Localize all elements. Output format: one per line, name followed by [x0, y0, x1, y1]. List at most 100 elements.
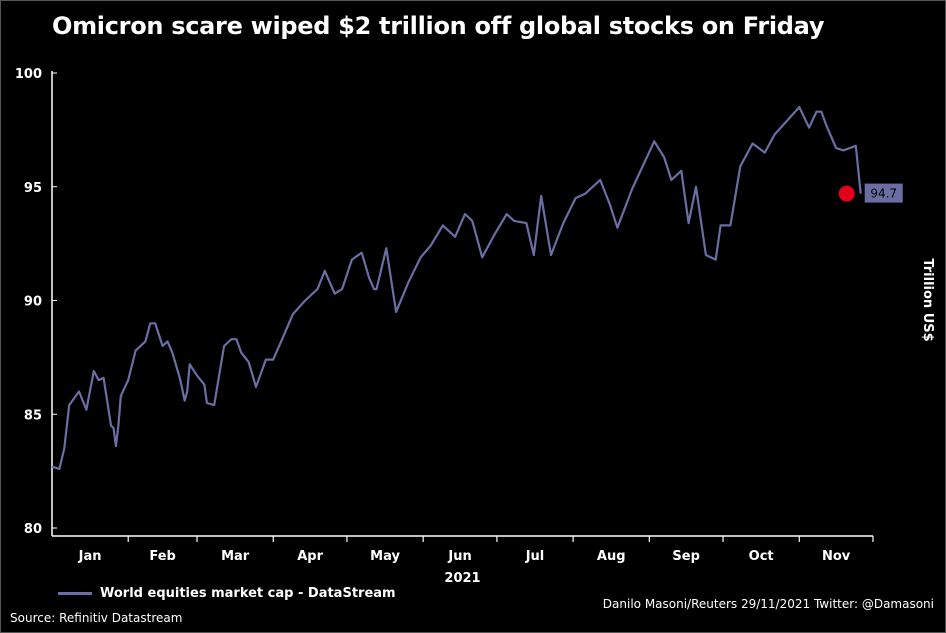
x-tick-label: Jul — [525, 549, 545, 564]
data-point — [341, 288, 344, 291]
data-point — [454, 235, 457, 238]
legend: World equities market cap - DataStream — [58, 586, 396, 601]
data-point — [282, 335, 285, 338]
series-layer — [51, 106, 862, 470]
data-point — [109, 424, 112, 427]
data-point — [205, 401, 208, 404]
data-point — [235, 338, 238, 341]
data-point — [149, 322, 152, 325]
data-point — [714, 258, 717, 261]
data-point — [835, 147, 838, 150]
x-tick-label: Jan — [78, 549, 102, 564]
data-point — [112, 426, 115, 429]
data-point — [773, 133, 776, 136]
data-point — [695, 185, 698, 188]
x-tick-label: Aug — [597, 549, 626, 564]
data-point — [584, 192, 587, 195]
data-point — [842, 149, 845, 152]
data-point — [704, 254, 707, 257]
data-point — [188, 363, 191, 366]
data-point — [385, 247, 388, 250]
data-point — [144, 340, 147, 343]
data-point — [218, 374, 221, 377]
legend-label: World equities market cap - DataStream — [100, 586, 396, 601]
data-point — [687, 222, 690, 225]
data-point — [549, 254, 552, 257]
data-point — [213, 404, 216, 407]
data-point — [854, 144, 857, 147]
data-point — [645, 156, 648, 159]
legend-swatch — [58, 592, 92, 595]
data-point — [574, 197, 577, 200]
data-point — [463, 213, 466, 216]
data-point — [505, 213, 508, 216]
data-point — [58, 467, 61, 470]
x-tick-label: Mar — [221, 549, 250, 564]
data-point — [255, 385, 258, 388]
data-point — [719, 224, 722, 227]
data-point — [127, 379, 130, 382]
data-point — [97, 379, 100, 382]
data-point — [114, 445, 117, 448]
data-point — [441, 224, 444, 227]
data-point — [471, 219, 474, 222]
x-tick-label: Oct — [749, 549, 774, 564]
data-point — [663, 156, 666, 159]
axes — [51, 71, 874, 542]
x-tick-label: Sep — [672, 549, 700, 564]
data-point — [429, 244, 432, 247]
x-tick-label: Nov — [822, 549, 851, 564]
data-point — [78, 390, 81, 393]
data-point — [785, 119, 788, 122]
data-point — [154, 322, 157, 325]
last-value-label: 94.7 — [870, 187, 897, 201]
data-point — [171, 351, 174, 354]
data-point — [264, 358, 267, 361]
data-point — [186, 390, 189, 393]
credit-note: Danilo Masoni/Reuters 29/11/2021 Twitter… — [602, 597, 934, 611]
data-point — [562, 222, 565, 225]
data-point — [350, 258, 353, 261]
data-point — [230, 338, 233, 341]
data-point — [419, 256, 422, 259]
data-point — [599, 178, 602, 181]
data-point — [739, 165, 742, 168]
data-point — [631, 188, 634, 191]
x-tick-label: Apr — [297, 549, 323, 564]
data-point — [272, 358, 275, 361]
source-note: Source: Refinitiv Datastream — [10, 611, 183, 625]
chart-title: Omicron scare wiped $2 trillion off glob… — [52, 12, 825, 40]
y-tick-label: 85 — [24, 408, 42, 423]
data-point — [196, 374, 199, 377]
data-point — [407, 281, 410, 284]
data-point — [608, 203, 611, 206]
data-point — [375, 288, 378, 291]
data-point — [291, 313, 294, 316]
y-tick-label: 80 — [24, 522, 42, 537]
data-point — [161, 345, 164, 348]
data-point — [333, 292, 336, 295]
data-point — [92, 370, 95, 373]
data-point — [203, 383, 206, 386]
data-point — [532, 254, 535, 257]
data-point — [183, 399, 186, 402]
data-point — [368, 276, 371, 279]
data-point — [316, 288, 319, 291]
y-axis-label: Trillion US$ — [920, 258, 935, 341]
data-point — [859, 192, 862, 195]
data-point — [178, 376, 181, 379]
data-point — [360, 251, 363, 254]
data-point — [323, 269, 326, 272]
data-point — [102, 376, 105, 379]
data-point — [808, 126, 811, 129]
data-point — [395, 310, 398, 313]
x-tick-label: Feb — [149, 549, 175, 564]
y-tick-label: 90 — [24, 295, 42, 310]
last-value-box — [864, 183, 903, 203]
data-point — [616, 226, 619, 229]
data-point — [820, 110, 823, 113]
last-value-marker — [838, 185, 855, 202]
data-point — [117, 424, 120, 427]
data-point — [680, 169, 683, 172]
